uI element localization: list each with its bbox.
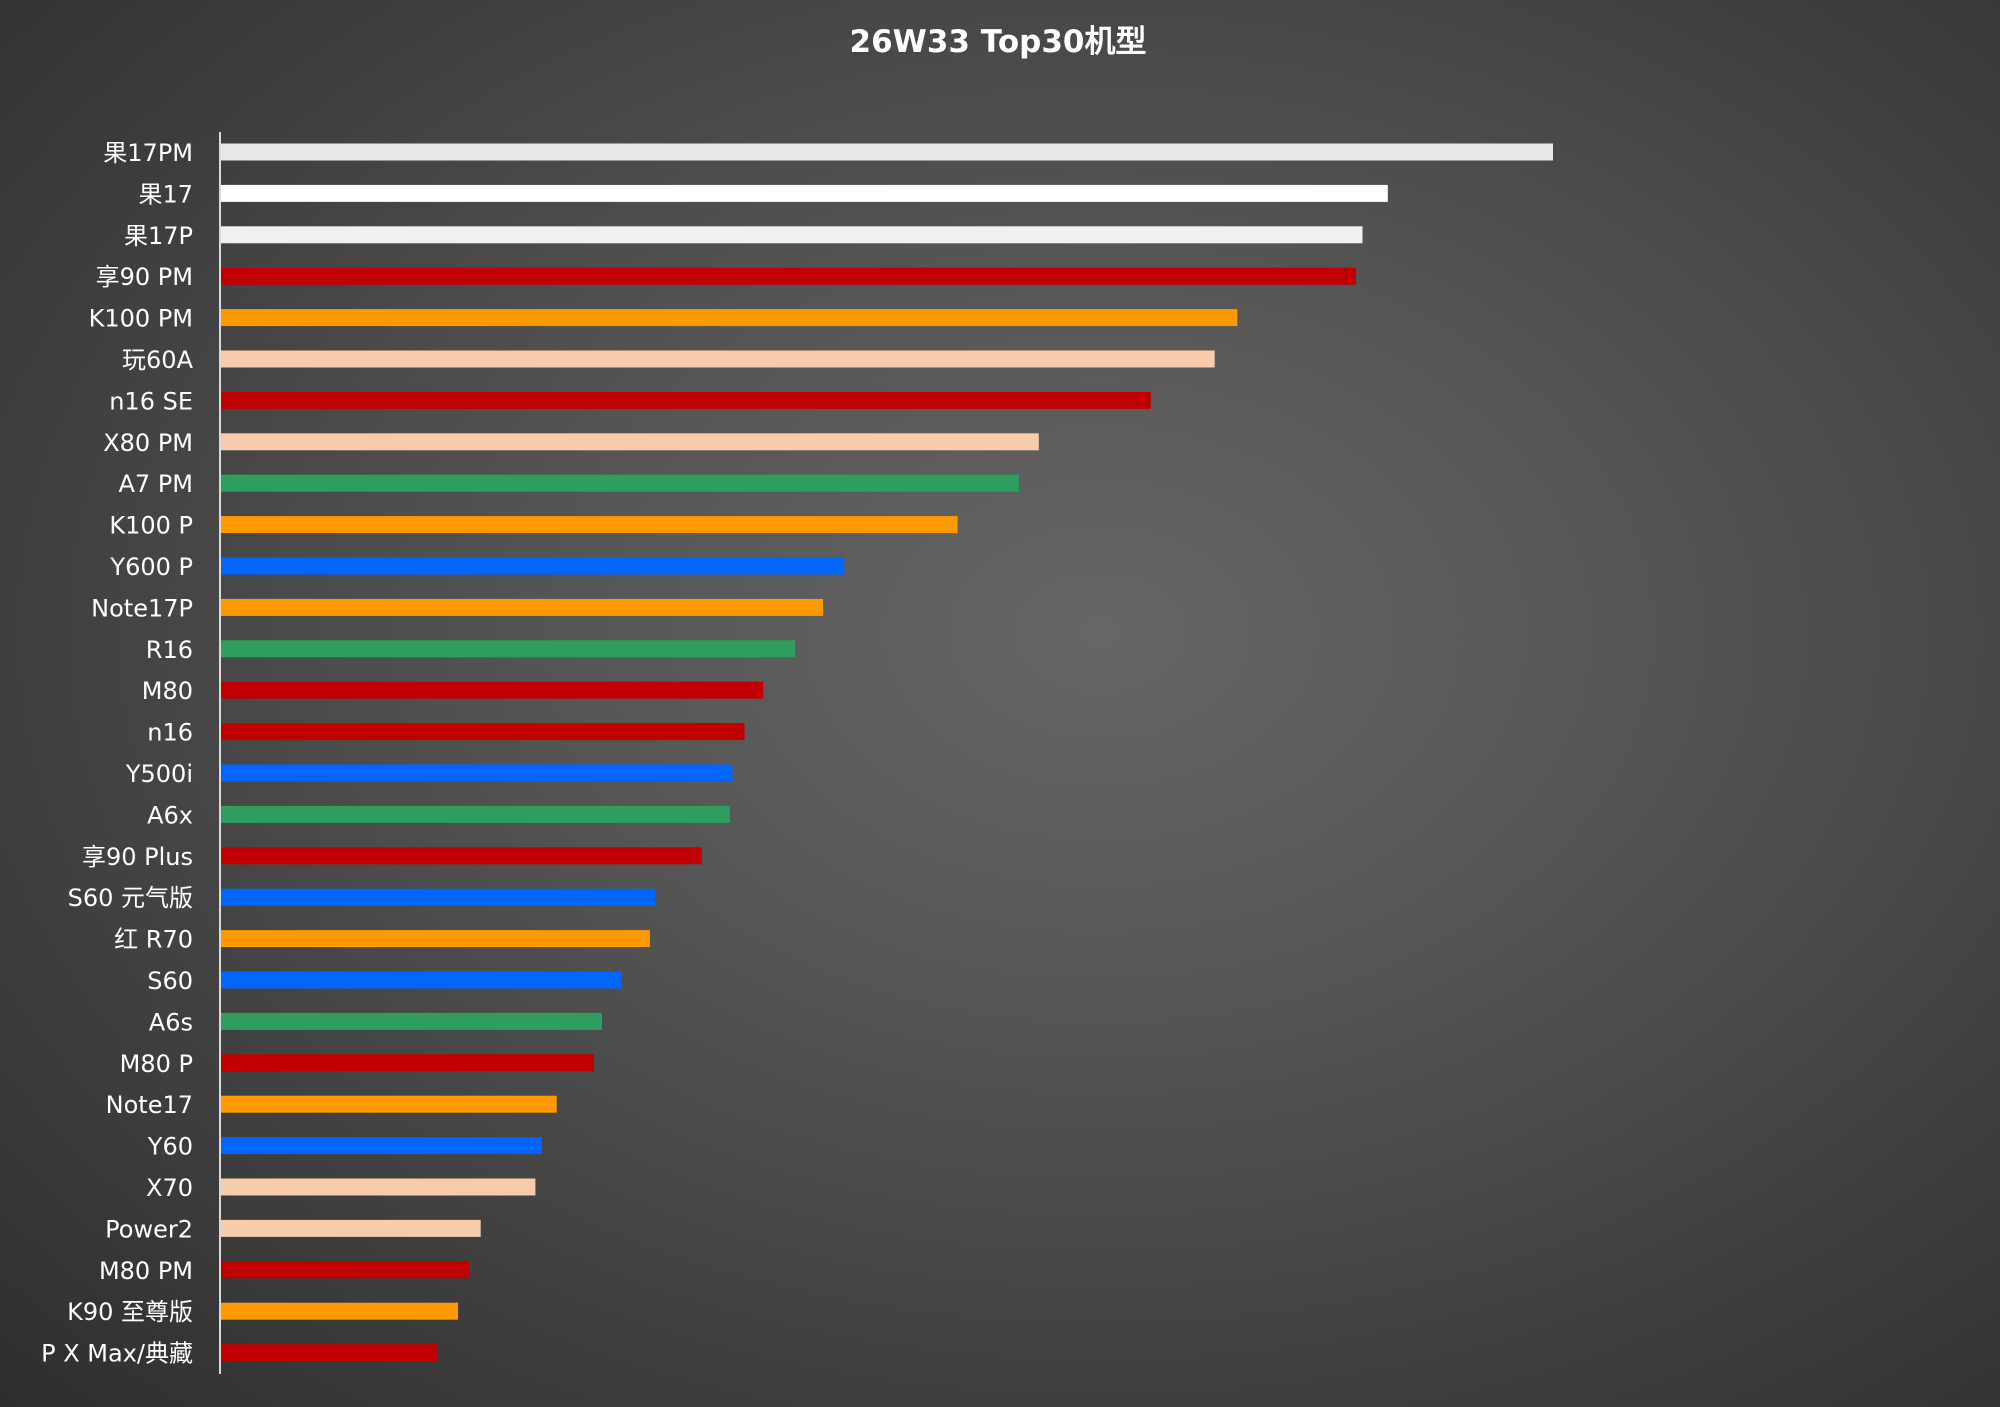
bar-18 xyxy=(221,847,702,865)
bar-28 xyxy=(221,1261,469,1279)
bar-25 xyxy=(221,1137,542,1155)
bar-27 xyxy=(221,1219,481,1237)
category-label-30: P X Max/典藏 xyxy=(41,1340,193,1368)
category-label-3: 果17P xyxy=(124,222,193,250)
category-label-12: Note17P xyxy=(91,594,193,622)
category-label-7: n16 SE xyxy=(109,387,193,415)
bar-22 xyxy=(221,1012,602,1030)
category-label-21: S60 xyxy=(147,967,193,995)
category-label-11: Y600 P xyxy=(109,553,193,581)
bar-14 xyxy=(221,681,764,699)
bar-9 xyxy=(221,474,1019,492)
category-label-15: n16 xyxy=(147,719,193,747)
category-label-9: A7 PM xyxy=(119,470,194,498)
category-label-29: K90 至尊版 xyxy=(67,1298,193,1326)
category-label-13: R16 xyxy=(146,636,193,664)
bar-15 xyxy=(221,723,745,741)
bar-20 xyxy=(221,930,650,948)
category-label-19: S60 元气版 xyxy=(68,884,193,912)
category-label-10: K100 P xyxy=(109,512,193,540)
bar-24 xyxy=(221,1095,557,1113)
bar-19 xyxy=(221,888,656,906)
category-label-20: 红 R70 xyxy=(114,926,193,954)
category-label-22: A6s xyxy=(149,1008,193,1036)
bar-23 xyxy=(221,1054,594,1072)
category-label-5: K100 PM xyxy=(89,305,193,333)
bars-group xyxy=(221,143,1553,1362)
bar-21 xyxy=(221,971,622,989)
category-labels-group: 果17PM 果17 果17P 享90 PM K100 PM 玩60A n16 SE X80 P… xyxy=(41,139,193,1368)
bar-10 xyxy=(221,516,958,534)
category-label-27: Power2 xyxy=(105,1215,193,1243)
category-label-25: Y60 xyxy=(147,1133,193,1161)
category-label-1: 果17PM xyxy=(103,139,193,167)
bar-6 xyxy=(221,350,1215,368)
category-label-17: A6x xyxy=(147,801,193,829)
bar-8 xyxy=(221,433,1039,451)
bar-16 xyxy=(221,764,733,782)
bar-1 xyxy=(221,143,1553,161)
category-label-6: 玩60A xyxy=(122,346,194,374)
bar-7 xyxy=(221,391,1151,409)
bar-2 xyxy=(221,184,1388,202)
bar-5 xyxy=(221,309,1238,327)
category-label-2: 果17 xyxy=(138,180,193,208)
category-label-16: Y500i xyxy=(125,760,193,788)
bar-30 xyxy=(221,1344,437,1362)
bar-26 xyxy=(221,1178,536,1196)
category-label-4: 享90 PM xyxy=(96,263,193,291)
category-label-24: Note17 xyxy=(106,1091,193,1119)
bar-13 xyxy=(221,640,796,658)
category-label-8: X80 PM xyxy=(103,429,193,457)
category-label-23: M80 P xyxy=(120,1050,193,1078)
category-label-26: X70 xyxy=(146,1174,193,1202)
category-label-18: 享90 Plus xyxy=(82,843,193,871)
bar-11 xyxy=(221,557,845,575)
chart-title: 26W33 Top30机型 xyxy=(850,24,1147,60)
bar-17 xyxy=(221,805,730,823)
bar-3 xyxy=(221,226,1363,244)
bar-29 xyxy=(221,1302,459,1320)
bar-12 xyxy=(221,598,824,616)
category-label-28: M80 PM xyxy=(99,1257,193,1285)
category-label-14: M80 xyxy=(142,677,193,705)
bar-4 xyxy=(221,267,1356,285)
